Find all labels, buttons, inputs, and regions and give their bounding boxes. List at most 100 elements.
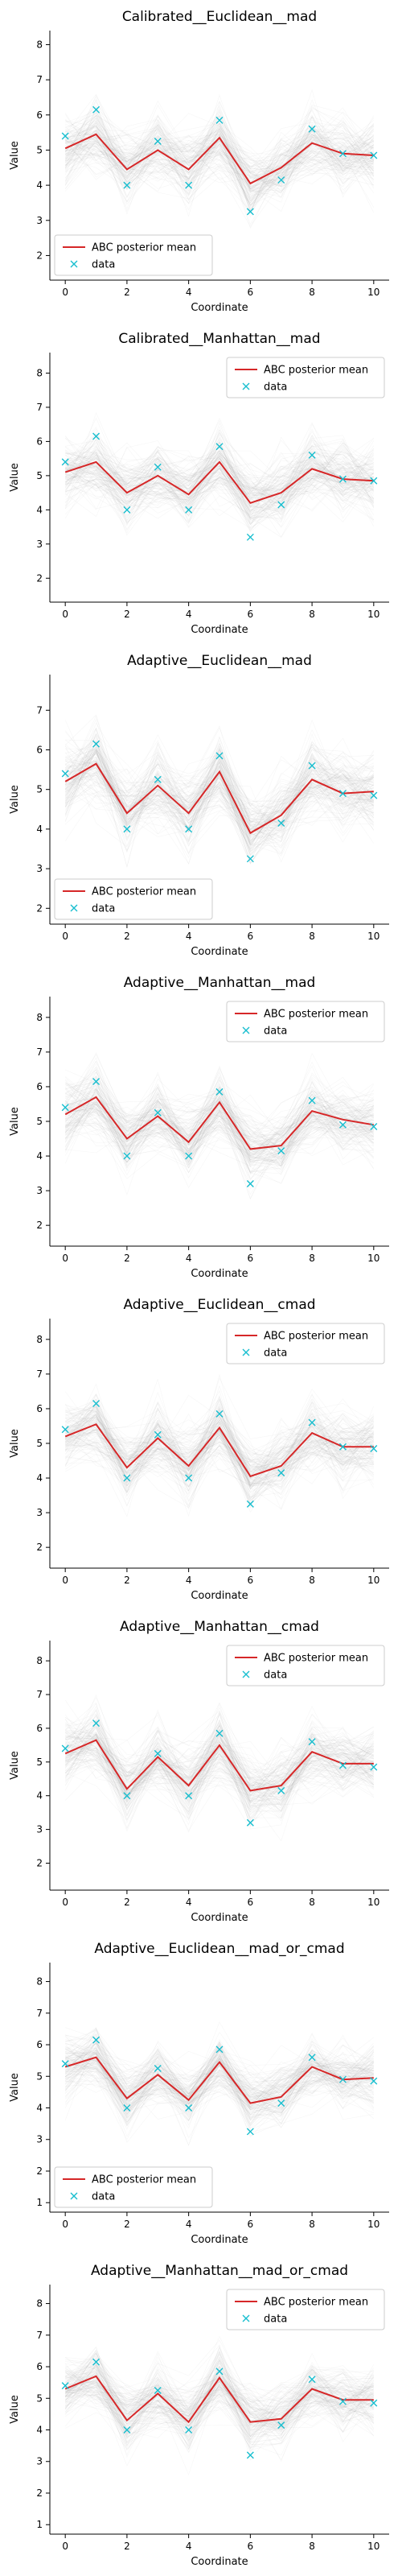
sample-line xyxy=(65,115,374,203)
sample-line xyxy=(65,777,374,832)
y-tick-label: 7 xyxy=(36,1689,43,1700)
sample-line xyxy=(65,1430,374,1486)
sample-line xyxy=(65,2376,374,2432)
sample-line xyxy=(65,2371,374,2411)
sample-line xyxy=(65,1732,374,1802)
sample-line xyxy=(65,2377,374,2442)
sample-line xyxy=(65,767,374,846)
sample-line xyxy=(65,1406,374,1481)
sample-line xyxy=(65,1094,374,1157)
sample-line xyxy=(65,1714,374,1802)
sample-line xyxy=(64,1394,374,1484)
sample-line xyxy=(65,2358,374,2425)
sample-line xyxy=(64,758,375,845)
sample-line xyxy=(64,445,374,520)
sample-line xyxy=(64,743,375,815)
sample-line xyxy=(65,1722,374,1805)
sample-line xyxy=(65,2372,375,2438)
sample-line xyxy=(65,448,374,521)
sample-line xyxy=(65,133,375,189)
y-tick-label: 2 xyxy=(36,2165,43,2177)
data-point xyxy=(154,1430,162,1439)
sample-line xyxy=(65,2052,374,2095)
sample-line xyxy=(65,2046,374,2101)
sample-line xyxy=(65,1725,374,1808)
sample-line xyxy=(65,1730,375,1798)
sample-line xyxy=(65,447,375,507)
sample-line xyxy=(65,2366,375,2448)
sample-line xyxy=(64,1063,375,1151)
x-tick-label: 8 xyxy=(309,2541,315,2552)
sample-line xyxy=(65,1088,374,1166)
sample-line xyxy=(64,2029,374,2120)
sample-line xyxy=(65,1413,374,1488)
sample-line xyxy=(64,118,375,189)
y-tick-label: 8 xyxy=(36,2298,43,2310)
sample-line xyxy=(64,101,374,214)
sample-line xyxy=(65,2042,374,2109)
data-point xyxy=(154,2386,162,2394)
sample-line xyxy=(65,437,375,510)
chart-title: Adaptive__Euclidean__cmad xyxy=(123,1297,315,1313)
data-point xyxy=(123,506,131,514)
legend-data-label: data xyxy=(264,1670,287,1682)
sample-line xyxy=(65,2040,374,2131)
sample-line xyxy=(65,441,375,514)
sample-line xyxy=(64,460,374,516)
sample-line xyxy=(65,1428,374,1492)
data-point xyxy=(123,1152,131,1160)
sample-line xyxy=(65,2056,374,2133)
sample-line xyxy=(64,1715,374,1798)
sample-line xyxy=(64,1699,374,1790)
sample-line xyxy=(64,1085,375,1162)
data-point xyxy=(215,1410,224,1418)
sample-line xyxy=(65,1098,375,1142)
sample-line xyxy=(65,2045,374,2109)
data-point xyxy=(246,2451,254,2459)
sample-line xyxy=(65,764,374,830)
sample-line xyxy=(65,2048,374,2139)
sample-line xyxy=(65,774,374,856)
sample-line xyxy=(64,1095,374,1166)
sample-line xyxy=(65,123,375,205)
sample-line xyxy=(65,2367,374,2454)
sample-line xyxy=(65,452,375,513)
posterior-mean-line xyxy=(64,1739,374,1792)
sample-line xyxy=(65,2050,375,2128)
sample-line xyxy=(65,452,374,500)
sample-line xyxy=(64,1099,374,1167)
sample-line xyxy=(65,1432,374,1478)
sample-line xyxy=(64,1080,375,1153)
sample-line xyxy=(65,419,375,510)
sample-line xyxy=(65,431,374,503)
posterior-mean-line xyxy=(64,762,374,835)
sample-line xyxy=(64,747,374,857)
sample-line xyxy=(65,741,374,846)
sample-line xyxy=(65,2378,374,2442)
sample-line xyxy=(65,2050,374,2125)
sample-line xyxy=(64,433,374,490)
sample-line xyxy=(65,1739,375,1788)
sample-line xyxy=(64,1719,374,1792)
sample-line xyxy=(65,724,375,844)
sample-line xyxy=(65,125,375,190)
sample-line xyxy=(64,2029,374,2107)
sample-line xyxy=(65,1732,374,1807)
y-tick-label: 2 xyxy=(36,2487,43,2499)
sample-line xyxy=(65,2369,374,2418)
data-point xyxy=(277,2421,285,2429)
sample-line xyxy=(65,1715,374,1819)
data-point xyxy=(370,2077,378,2085)
chart-title: Adaptive__Manhattan__mad_or_cmad xyxy=(91,2263,348,2279)
sample-line xyxy=(65,1404,374,1492)
data-point xyxy=(185,1792,193,1800)
sample-line xyxy=(64,108,375,181)
sample-line xyxy=(65,120,375,192)
sample-line xyxy=(65,2357,375,2461)
y-tick-label: 2 xyxy=(36,902,43,914)
x-tick-label: 10 xyxy=(367,2541,379,2552)
sample-line xyxy=(65,2027,375,2114)
sample-line xyxy=(65,1080,374,1158)
sample-line xyxy=(64,122,374,197)
x-tick-label: 8 xyxy=(309,287,315,298)
